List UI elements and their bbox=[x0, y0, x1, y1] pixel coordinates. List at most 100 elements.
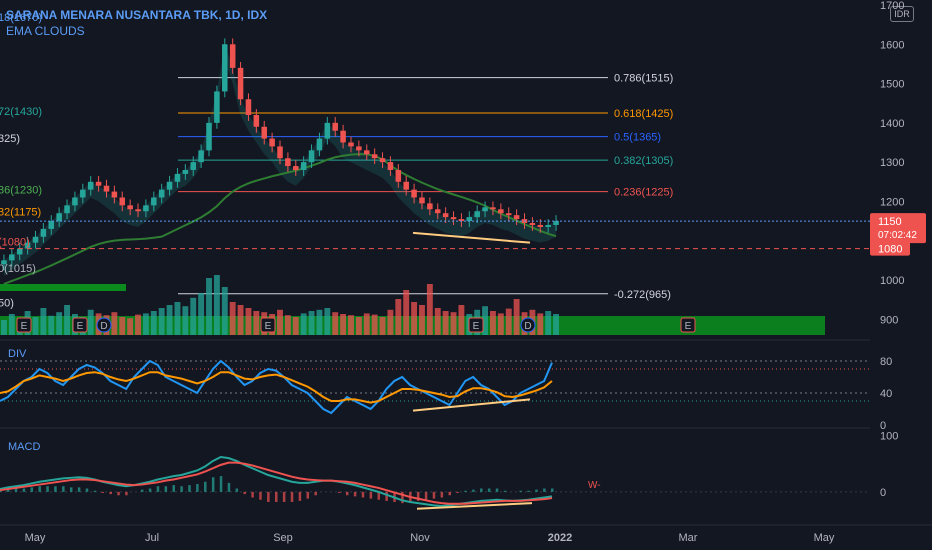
macd-histogram-bar bbox=[480, 488, 483, 492]
candle-body bbox=[293, 166, 299, 170]
macd-histogram-bar bbox=[140, 489, 144, 492]
candle-body bbox=[103, 185, 110, 192]
event-marker bbox=[520, 317, 536, 333]
macd-histogram-bar bbox=[338, 491, 341, 493]
candle-body bbox=[9, 254, 15, 261]
macd-histogram-bar bbox=[109, 491, 112, 495]
macd-histogram-bar bbox=[353, 491, 357, 497]
volume-bar bbox=[111, 312, 118, 335]
volume-bar bbox=[158, 308, 165, 335]
macd-histogram-bar bbox=[432, 491, 436, 499]
macd-histogram-bar bbox=[22, 488, 26, 492]
macd-histogram-bar bbox=[543, 488, 546, 492]
support-tag bbox=[870, 240, 910, 256]
volume-bar bbox=[458, 305, 465, 335]
macd-histogram-bar bbox=[282, 491, 286, 502]
macd-histogram-bar bbox=[416, 491, 420, 501]
candle-body bbox=[182, 170, 189, 174]
candle-body bbox=[229, 44, 236, 68]
volume-bar bbox=[355, 317, 362, 335]
macd-histogram-bar bbox=[125, 491, 128, 496]
fib-level-label: 0.5(1365) bbox=[614, 132, 661, 144]
candle-body bbox=[529, 223, 536, 225]
candle-body bbox=[490, 207, 496, 210]
candle-body bbox=[427, 203, 433, 210]
macd-histogram-bar bbox=[243, 491, 246, 495]
candle-body bbox=[411, 189, 417, 198]
macd-histogram-bar bbox=[211, 477, 215, 492]
candle-body bbox=[80, 189, 86, 198]
macd-histogram-bar bbox=[519, 490, 522, 492]
candle-body bbox=[450, 217, 457, 220]
macd-histogram-bar bbox=[93, 490, 97, 492]
indicator-label: EMA CLOUDS bbox=[6, 24, 85, 38]
div-series-line bbox=[0, 371, 553, 404]
candle-body bbox=[458, 219, 465, 222]
event-marker bbox=[96, 317, 112, 333]
candle-body bbox=[72, 197, 78, 206]
currency-badge[interactable]: IDR bbox=[890, 6, 914, 22]
fib-level-label: 0.236(1225) bbox=[614, 187, 673, 199]
candle-body bbox=[434, 209, 441, 214]
macd-histogram-bar bbox=[180, 486, 183, 492]
candle-body bbox=[16, 248, 23, 255]
macd-histogram-bar bbox=[30, 487, 34, 492]
macd-pane-label: MACD bbox=[8, 441, 40, 453]
macd-histogram-bar bbox=[251, 491, 254, 498]
macd-histogram-bar bbox=[117, 491, 120, 496]
volume-bar bbox=[48, 315, 55, 335]
fib-level-label: 0.786(1515) bbox=[614, 73, 673, 85]
volume-bar bbox=[395, 299, 402, 335]
volume-bar bbox=[371, 314, 378, 335]
volume-bar bbox=[190, 297, 197, 335]
price-tick-label: 1700 bbox=[880, 0, 904, 12]
macd-histogram-bar bbox=[188, 485, 191, 492]
candle-body bbox=[324, 122, 331, 139]
volume-bar bbox=[442, 311, 449, 335]
macd-histogram-bar bbox=[235, 488, 239, 492]
candle-body bbox=[308, 150, 315, 163]
macd-histogram-bar bbox=[306, 491, 310, 499]
volume-bar bbox=[174, 302, 181, 335]
volume-bar bbox=[221, 287, 228, 335]
candle-body bbox=[285, 158, 291, 167]
candle-body bbox=[553, 221, 559, 225]
candle-body bbox=[127, 205, 133, 210]
volume-bar bbox=[150, 311, 157, 335]
macd-histogram-bar bbox=[77, 487, 81, 492]
candle-body bbox=[498, 209, 504, 214]
macd-histogram-bar bbox=[464, 490, 467, 492]
candle-body bbox=[190, 162, 196, 170]
price-tick-label: 1200 bbox=[880, 196, 904, 208]
volume-bar bbox=[340, 314, 347, 335]
candle-body bbox=[24, 242, 31, 249]
divergence-trendline bbox=[412, 231, 531, 244]
time-tick-label: May bbox=[814, 532, 835, 544]
macd-histogram-bar bbox=[401, 491, 404, 504]
macd-histogram-bar bbox=[196, 484, 199, 492]
macd-histogram-bar bbox=[259, 491, 262, 500]
macd-histogram-bar bbox=[204, 481, 207, 492]
volume-bar bbox=[316, 309, 323, 335]
volume-bar bbox=[363, 313, 370, 335]
countdown-label: 07:02:42 bbox=[878, 230, 917, 241]
candle-body bbox=[505, 213, 512, 216]
candle-body bbox=[151, 197, 157, 206]
price-tick-label: 1600 bbox=[880, 39, 904, 51]
div-tick-label: 0 bbox=[880, 420, 886, 432]
volume-bar bbox=[198, 293, 205, 335]
volume-bar bbox=[56, 312, 63, 335]
candle-body bbox=[56, 213, 62, 222]
macd-histogram-bar bbox=[62, 486, 65, 492]
volume-bar bbox=[40, 308, 47, 335]
candle-body bbox=[64, 205, 70, 214]
time-tick-label: Sep bbox=[273, 532, 293, 544]
candle-body bbox=[332, 122, 338, 131]
event-marker bbox=[72, 317, 88, 333]
candle-body bbox=[119, 197, 126, 206]
macd-histogram-bar bbox=[314, 491, 317, 496]
volume-bar bbox=[403, 290, 410, 335]
candle-body bbox=[387, 162, 394, 170]
candle-body bbox=[513, 215, 520, 220]
